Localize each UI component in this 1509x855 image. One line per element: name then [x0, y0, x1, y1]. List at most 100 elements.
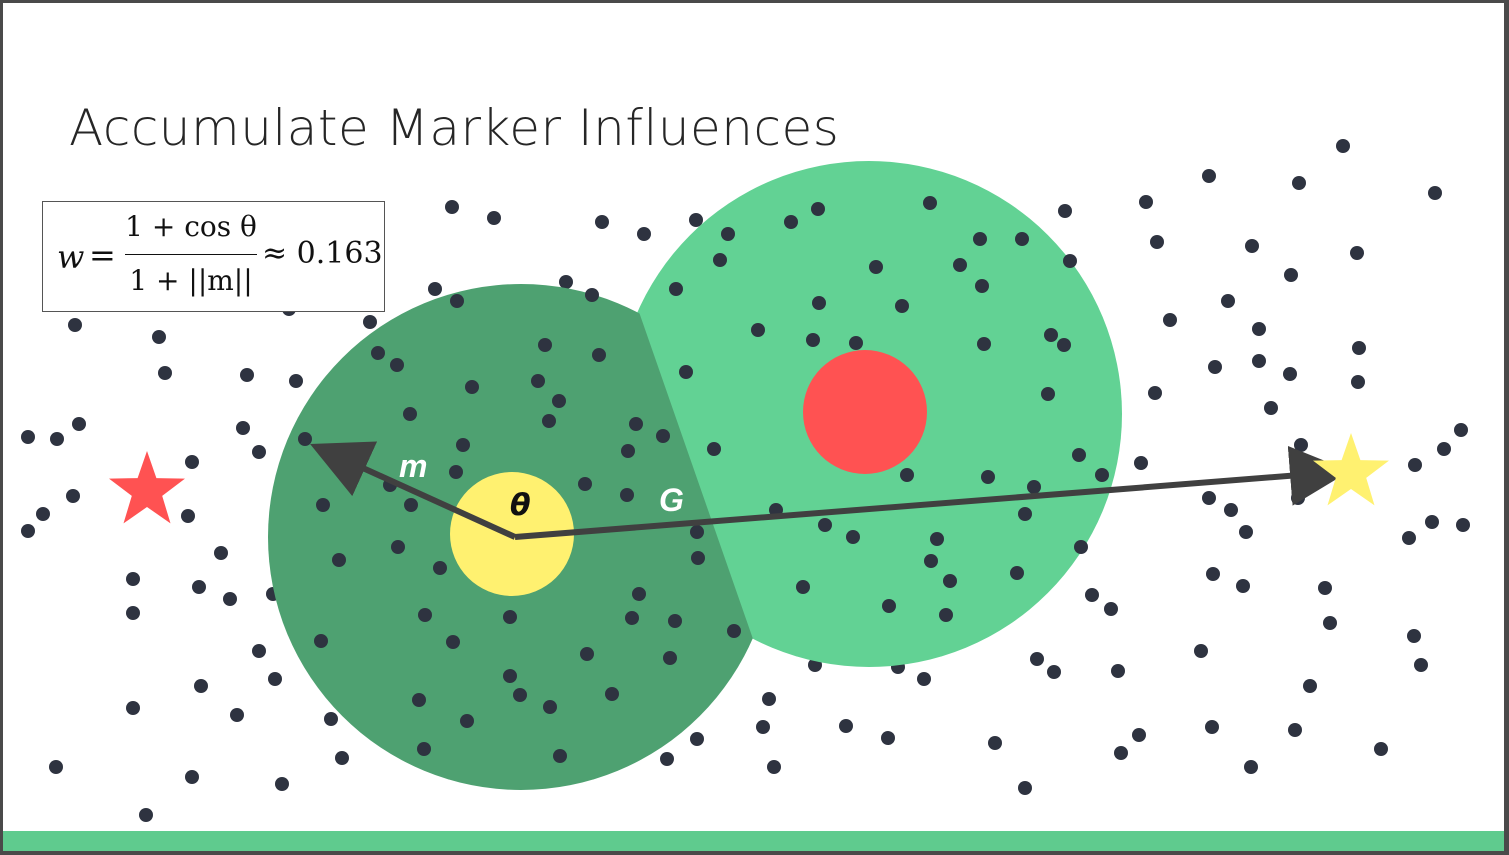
scatter-dot — [324, 712, 338, 726]
scatter-dot — [812, 296, 826, 310]
scatter-dot — [66, 489, 80, 503]
scatter-dot — [21, 430, 35, 444]
scatter-dot — [1206, 567, 1220, 581]
scatter-dot — [449, 465, 463, 479]
scatter-dot — [1252, 354, 1266, 368]
scatter-dot — [690, 732, 704, 746]
formula-numerator: 1 + cos θ — [125, 210, 257, 243]
m-label: m — [399, 448, 427, 484]
scatter-dot — [1015, 232, 1029, 246]
scatter-dot — [592, 348, 606, 362]
scatter-dot — [846, 530, 860, 544]
scatter-dot — [543, 700, 557, 714]
scatter-dot — [1202, 169, 1216, 183]
scatter-dot — [1163, 313, 1177, 327]
scatter-dot — [391, 540, 405, 554]
scatter-dot — [849, 336, 863, 350]
scatter-dot — [621, 444, 635, 458]
scatter-dot — [595, 215, 609, 229]
scatter-dot — [1352, 341, 1366, 355]
scatter-dot — [268, 672, 282, 686]
scatter-dot — [707, 442, 721, 456]
scatter-dot — [126, 701, 140, 715]
scatter-dot — [314, 634, 328, 648]
scatter-dot — [487, 211, 501, 225]
scatter-dot — [363, 315, 377, 329]
scatter-dot — [1291, 491, 1305, 505]
scatter-dot — [417, 742, 431, 756]
scatter-dot — [1428, 186, 1442, 200]
scatter-dot — [930, 532, 944, 546]
scatter-dot — [1252, 322, 1266, 336]
scatter-dot — [656, 429, 670, 443]
theta-label: θ — [510, 488, 531, 523]
scatter-dot — [1437, 442, 1451, 456]
scatter-dot — [625, 611, 639, 625]
scatter-dot — [152, 330, 166, 344]
scatter-dot — [762, 692, 776, 706]
scatter-dot — [1134, 456, 1148, 470]
scatter-dot — [1114, 746, 1128, 760]
scatter-dot — [21, 524, 35, 538]
scatter-dot — [637, 227, 651, 241]
scatter-dot — [796, 580, 810, 594]
scatter-dot — [194, 679, 208, 693]
bottom-accent-bar — [3, 831, 1504, 851]
scatter-dot — [252, 445, 266, 459]
scatter-dot — [1303, 679, 1317, 693]
scatter-dot — [721, 227, 735, 241]
scatter-dot — [1351, 375, 1365, 389]
scatter-dot — [669, 282, 683, 296]
scatter-dot — [1132, 728, 1146, 742]
scatter-dot — [404, 498, 418, 512]
scatter-dot — [428, 282, 442, 296]
scatter-dot — [917, 672, 931, 686]
scatter-dot — [1236, 579, 1250, 593]
scatter-dot — [185, 455, 199, 469]
scatter-dot — [923, 196, 937, 210]
scatter-dot — [943, 574, 957, 588]
scatter-dot — [1058, 204, 1072, 218]
scatter-dot — [973, 232, 987, 246]
scatter-dot — [275, 777, 289, 791]
scatter-dot — [578, 477, 592, 491]
scatter-dot — [1194, 644, 1208, 658]
scatter-dot — [513, 688, 527, 702]
scatter-dot — [531, 374, 545, 388]
scatter-dot — [981, 470, 995, 484]
scatter-dot — [298, 432, 312, 446]
slide: m G θ Accumulate Marker Influences w = 1… — [3, 3, 1504, 851]
formula-approx-value: ≈ 0.163 — [262, 236, 383, 271]
diagram: m G θ — [21, 139, 1470, 822]
scatter-dot — [924, 554, 938, 568]
scatter-dot — [371, 346, 385, 360]
scatter-dot — [988, 736, 1002, 750]
scatter-dot — [1454, 423, 1468, 437]
scatter-dot — [632, 587, 646, 601]
scatter-dot — [223, 592, 237, 606]
scatter-dot — [605, 687, 619, 701]
scatter-dot — [335, 751, 349, 765]
scatter-dot — [1041, 387, 1055, 401]
scatter-dot — [418, 608, 432, 622]
scatter-dot — [1030, 652, 1044, 666]
scatter-dot — [1018, 507, 1032, 521]
scatter-dot — [332, 553, 346, 567]
scatter-dot — [446, 635, 460, 649]
scatter-dot — [1288, 723, 1302, 737]
scatter-dot — [1095, 468, 1109, 482]
scatter-dot — [503, 669, 517, 683]
scatter-dot — [881, 731, 895, 745]
scatter-dot — [68, 318, 82, 332]
scatter-dot — [767, 760, 781, 774]
scatter-dot — [839, 719, 853, 733]
red-marker-circle — [803, 350, 927, 474]
scatter-dot — [181, 509, 195, 523]
scatter-dot — [538, 338, 552, 352]
scatter-dot — [953, 258, 967, 272]
scatter-dot — [1202, 491, 1216, 505]
scatter-dot — [126, 606, 140, 620]
scatter-dot — [36, 507, 50, 521]
scatter-dot — [691, 551, 705, 565]
scatter-dot — [1139, 195, 1153, 209]
